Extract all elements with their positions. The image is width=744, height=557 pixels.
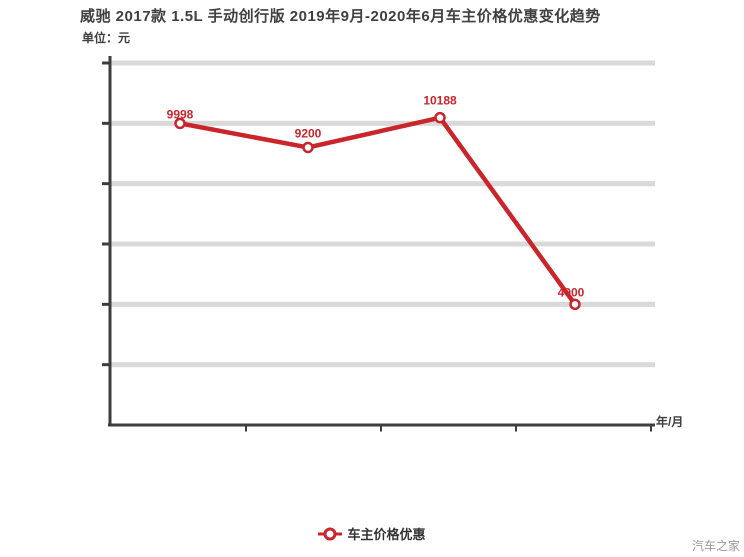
- svg-text:4000: 4000: [558, 285, 585, 299]
- watermark-logo: 汽车之家: [691, 539, 740, 553]
- legend-label: 车主价格优惠: [347, 527, 426, 542]
- x-axis-label: 年/月: [656, 415, 684, 429]
- unit-label: 单位：元: [82, 31, 131, 45]
- svg-text:10188: 10188: [423, 94, 457, 108]
- price-trend-chart: 9998 9200 10188 4000: [102, 56, 655, 432]
- svg-text:9200: 9200: [295, 126, 322, 140]
- svg-text:9998: 9998: [167, 107, 194, 121]
- page-title: 威驰 2017款 1.5L 手动创行版 2019年9月-2020年6月车主价格优…: [80, 8, 601, 25]
- legend: 车主价格优惠: [0, 524, 744, 543]
- legend-line-marker-icon: [318, 527, 343, 540]
